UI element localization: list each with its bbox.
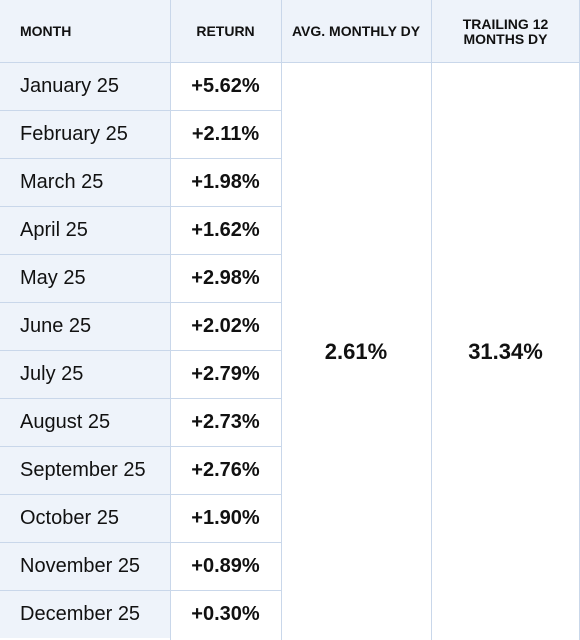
month-cell: November 25 [0,543,170,590]
table-row: November 25 +0.89% [0,543,281,591]
table-row: July 25 +2.79% [0,351,281,399]
return-cell: +1.62% [170,207,281,254]
month-cell: February 25 [0,111,170,158]
trailing-12-months-dy-value: 31.34% [468,338,543,364]
table-row: October 25 +1.90% [0,495,281,543]
table-row: August 25 +2.73% [0,399,281,447]
month-cell: December 25 [0,591,170,638]
month-cell: April 25 [0,207,170,254]
return-cell: +2.76% [170,447,281,494]
month-cell: August 25 [0,399,170,446]
return-cell: +2.79% [170,351,281,398]
return-cell: +2.02% [170,303,281,350]
header-month: MONTH [20,23,72,39]
month-cell: September 25 [0,447,170,494]
table-body: January 25 +5.62% February 25 +2.11% Mar… [0,63,281,639]
month-cell: March 25 [0,159,170,206]
month-cell: January 25 [0,63,170,110]
table-row: April 25 +1.62% [0,207,281,255]
table-row: January 25 +5.62% [0,63,281,111]
header-trailing-12-months-dy: TRAILING 12 MONTHS DY [462,15,549,47]
table-row: September 25 +2.76% [0,447,281,495]
column-divider [431,0,432,640]
month-cell: July 25 [0,351,170,398]
table-row: February 25 +2.11% [0,111,281,159]
table-header: MONTH RETURN AVG. MONTHLY DY TRAILING 12… [0,0,580,63]
return-cell: +5.62% [170,63,281,110]
header-avg-monthly-dy: AVG. MONTHLY DY [291,23,421,39]
month-cell: May 25 [0,255,170,302]
return-cell: +2.11% [170,111,281,158]
return-cell: +1.98% [170,159,281,206]
month-cell: October 25 [0,495,170,542]
header-return: RETURN [196,23,255,39]
return-cell: +2.73% [170,399,281,446]
return-cell: +0.89% [170,543,281,590]
table-row: March 25 +1.98% [0,159,281,207]
return-cell: +0.30% [170,591,281,638]
table-row: December 25 +0.30% [0,591,281,639]
table-row: May 25 +2.98% [0,255,281,303]
column-divider [170,0,171,640]
column-divider [281,0,282,640]
return-cell: +2.98% [170,255,281,302]
avg-monthly-dy-value: 2.61% [324,338,388,364]
month-cell: June 25 [0,303,170,350]
return-cell: +1.90% [170,495,281,542]
table-row: June 25 +2.02% [0,303,281,351]
